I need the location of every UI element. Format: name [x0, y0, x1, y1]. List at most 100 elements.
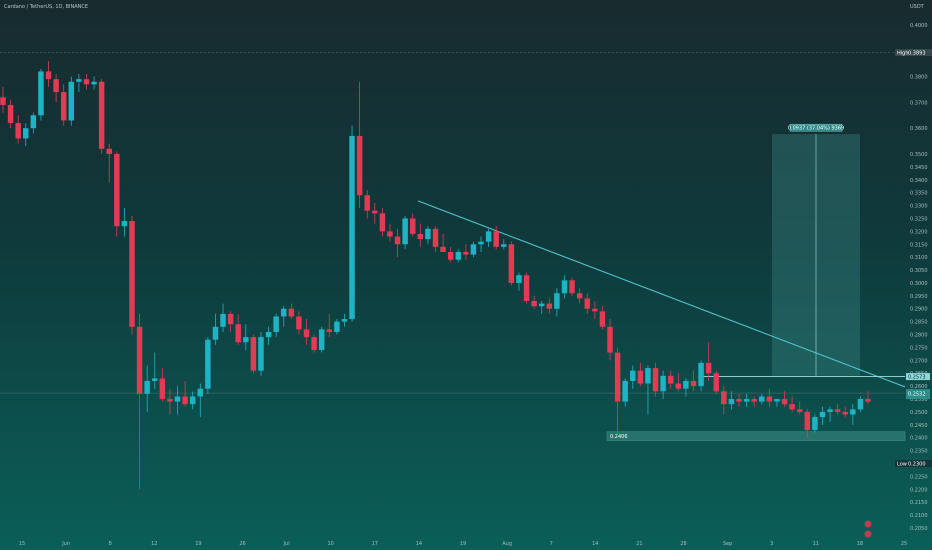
candle: [683, 378, 689, 397]
y-tick-label: 0.3700: [910, 100, 928, 106]
candle: [455, 249, 461, 263]
candle: [796, 401, 803, 415]
candle-body: [599, 311, 606, 327]
candle-body: [850, 409, 856, 415]
candle: [622, 378, 628, 407]
candle: [212, 313, 219, 345]
candle: [789, 396, 795, 412]
candle: [114, 151, 120, 237]
candle-body: [630, 370, 636, 381]
candle-body: [152, 378, 158, 381]
y-tick-label: 0.2850: [910, 320, 928, 326]
candle-body: [698, 362, 704, 387]
candle-body: [569, 280, 575, 294]
candle-body: [273, 316, 279, 332]
y-tick-label: 0.2550: [910, 397, 928, 403]
x-tick-label: 19: [195, 541, 201, 547]
candle: [152, 352, 158, 389]
candle-body: [91, 81, 97, 85]
candle-body: [819, 411, 826, 418]
candle: [53, 74, 59, 103]
candle-body: [45, 71, 52, 80]
candle-body: [440, 246, 446, 252]
x-tick-label: 19: [460, 541, 466, 547]
candle-body: [743, 399, 750, 402]
candle-body: [834, 409, 841, 412]
candle-body: [38, 71, 44, 116]
candle-body: [296, 316, 302, 330]
candle: [387, 223, 393, 242]
y-tick-label: 0.2600: [910, 384, 928, 390]
y-tick-label: 0.3350: [910, 191, 928, 197]
candle: [220, 303, 226, 332]
candle-body: [410, 218, 416, 234]
trend-line: [417, 200, 906, 388]
low-tag: [895, 460, 932, 468]
current-price-tag: [906, 389, 930, 400]
candle: [349, 125, 355, 322]
candle: [842, 406, 848, 418]
x-tick-label: 12: [151, 541, 157, 547]
candle: [38, 68, 44, 121]
candle-body: [182, 396, 188, 405]
measure-label-box: [789, 123, 843, 132]
candle: [630, 365, 636, 389]
candle-body: [23, 128, 29, 139]
y-tick-label: 0.2500: [910, 410, 928, 416]
candle: [121, 208, 128, 237]
flag-icon-bottom: [864, 530, 872, 538]
y-tick-label: 0.4000: [910, 23, 928, 29]
y-tick-label: 0.3250: [910, 216, 928, 222]
candle: [721, 386, 727, 415]
candle: [607, 319, 613, 361]
candle-body: [250, 337, 257, 371]
candle: [76, 74, 82, 93]
candle: [531, 295, 537, 309]
candle-body: [508, 244, 515, 283]
candle: [493, 226, 499, 250]
candle-body: [174, 396, 181, 402]
y-tick-label: 0.3600: [910, 126, 928, 132]
candle: [83, 74, 90, 90]
candle-body: [804, 411, 811, 430]
candle-body: [227, 313, 234, 325]
support-zone: [606, 431, 906, 441]
candle: [440, 233, 446, 252]
candle-body: [76, 79, 82, 82]
candle-body: [68, 81, 75, 121]
measure-label: 0.0937 (37.04%) 9369: [788, 126, 844, 132]
high-tag: [895, 49, 932, 57]
candle-body: [789, 404, 795, 410]
high-tag-value: 0.3893: [908, 50, 926, 56]
drawings[interactable]: 0.0937 (37.04%) 9369 0.2406: [417, 123, 906, 441]
candle: [394, 228, 401, 258]
candle: [341, 313, 348, 327]
x-tick-label: 15: [19, 541, 25, 547]
x-tick-label: 21: [636, 541, 642, 547]
y-tick-label: 0.2700: [910, 358, 928, 364]
candle-body: [683, 380, 689, 389]
candle: [804, 409, 811, 438]
candle: [144, 365, 150, 412]
candle: [812, 414, 818, 433]
candle: [7, 99, 14, 129]
y-tick-label: 0.2400: [910, 436, 928, 442]
candle-body: [827, 409, 833, 412]
candle-body: [652, 368, 659, 392]
x-tick-label: 11: [813, 541, 819, 547]
candle-body: [690, 380, 697, 387]
candle-body: [387, 231, 393, 237]
y-tick-label: 0.2350: [910, 449, 928, 455]
candle: [30, 112, 37, 134]
candle: [743, 393, 750, 407]
y-tick-label: 0.2900: [910, 307, 928, 313]
candle-body: [478, 241, 484, 245]
candle-body: [857, 399, 864, 410]
candle-body: [576, 293, 583, 299]
candle-body: [288, 308, 295, 317]
candle-body: [645, 368, 651, 384]
candle-body: [114, 153, 120, 227]
candle: [827, 406, 833, 423]
